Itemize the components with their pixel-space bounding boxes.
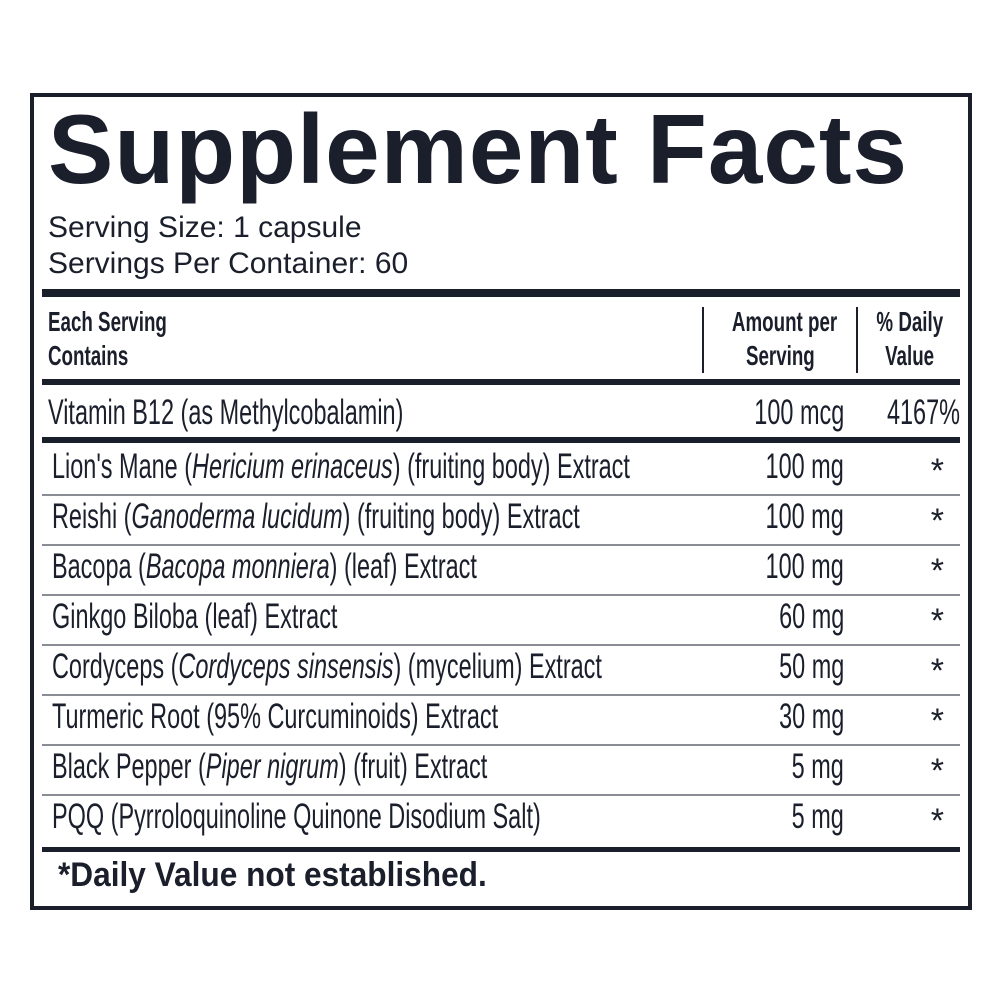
ingredient-name: Reishi (Ganoderma lucidum) (fruiting bod…: [52, 497, 580, 536]
footnote: *Daily Value not established.: [58, 856, 487, 894]
latin-name: Piper nigrum: [205, 747, 339, 786]
ingredient-name: PQQ (Pyrroloquinoline Quinone Disodium S…: [52, 797, 541, 836]
ingredient-amount: 100 mg: [765, 497, 844, 536]
ingredient-amount: 60 mg: [778, 597, 844, 636]
ingredient-name: Cordyceps (Cordyceps sinsensis) (myceliu…: [52, 647, 602, 686]
ingredient-amount: 5 mg: [791, 747, 844, 786]
vitamin-b12-name: Vitamin B12 (as Methylcobalamin): [48, 393, 404, 432]
panel-title: Supplement Facts: [48, 94, 909, 204]
ingredient-dv: *: [930, 702, 944, 740]
latin-name: Cordyceps sinsensis: [178, 647, 394, 686]
row-divider: [42, 644, 960, 646]
ingredient-dv: *: [930, 752, 944, 790]
column-header-daily-value: % Daily Value: [876, 306, 944, 371]
row-divider: [42, 494, 960, 496]
column-header-amount: Amount per Serving: [731, 306, 838, 371]
ingredient-amount: 5 mg: [791, 797, 844, 836]
ingredient-dv: *: [930, 552, 944, 590]
ingredient-dv: *: [930, 802, 944, 840]
row-divider: [42, 694, 960, 696]
ingredient-amount: 100 mg: [765, 547, 844, 586]
ingredient-name: Turmeric Root (95% Curcuminoids) Extract: [52, 697, 499, 736]
ingredient-amount: 100 mg: [765, 447, 844, 486]
ingredient-amount: 50 mg: [778, 647, 844, 686]
latin-name: Ganoderma lucidum: [131, 497, 343, 536]
ingredient-name: Lion's Mane (Hericium erinaceus) (fruiti…: [52, 447, 630, 486]
vitamin-b12-dv: 4167%: [886, 393, 960, 432]
column-header-ingredient: Each Serving Contains: [48, 306, 167, 371]
ingredient-dv: *: [930, 452, 944, 490]
column-separator: [702, 307, 704, 373]
thick-divider: [42, 289, 960, 297]
ingredient-name: Black Pepper (Piper nigrum) (fruit) Extr…: [52, 747, 488, 786]
supplement-facts-panel: Supplement Facts Serving Size: 1 capsule…: [30, 93, 972, 910]
thick-divider: [42, 379, 960, 385]
ingredient-amount: 30 mg: [778, 697, 844, 736]
row-divider: [42, 544, 960, 546]
latin-name: Hericium erinaceus: [192, 447, 393, 486]
latin-name: Bacopa monniera: [145, 547, 330, 586]
servings-per-container: Servings Per Container: 60: [48, 247, 409, 280]
ingredient-name: Ginkgo Biloba (leaf) Extract: [52, 597, 338, 636]
ingredient-dv: *: [930, 652, 944, 690]
column-separator: [856, 307, 858, 373]
row-divider: [42, 594, 960, 596]
vitamin-b12-amount: 100 mcg: [754, 393, 844, 432]
ingredient-dv: *: [930, 602, 944, 640]
thick-divider: [42, 437, 960, 443]
ingredient-name: Bacopa (Bacopa monniera) (leaf) Extract: [52, 547, 477, 586]
thick-divider: [42, 847, 960, 852]
row-divider: [42, 794, 960, 796]
ingredient-dv: *: [930, 502, 944, 540]
serving-size: Serving Size: 1 capsule: [48, 211, 362, 244]
row-divider: [42, 744, 960, 746]
